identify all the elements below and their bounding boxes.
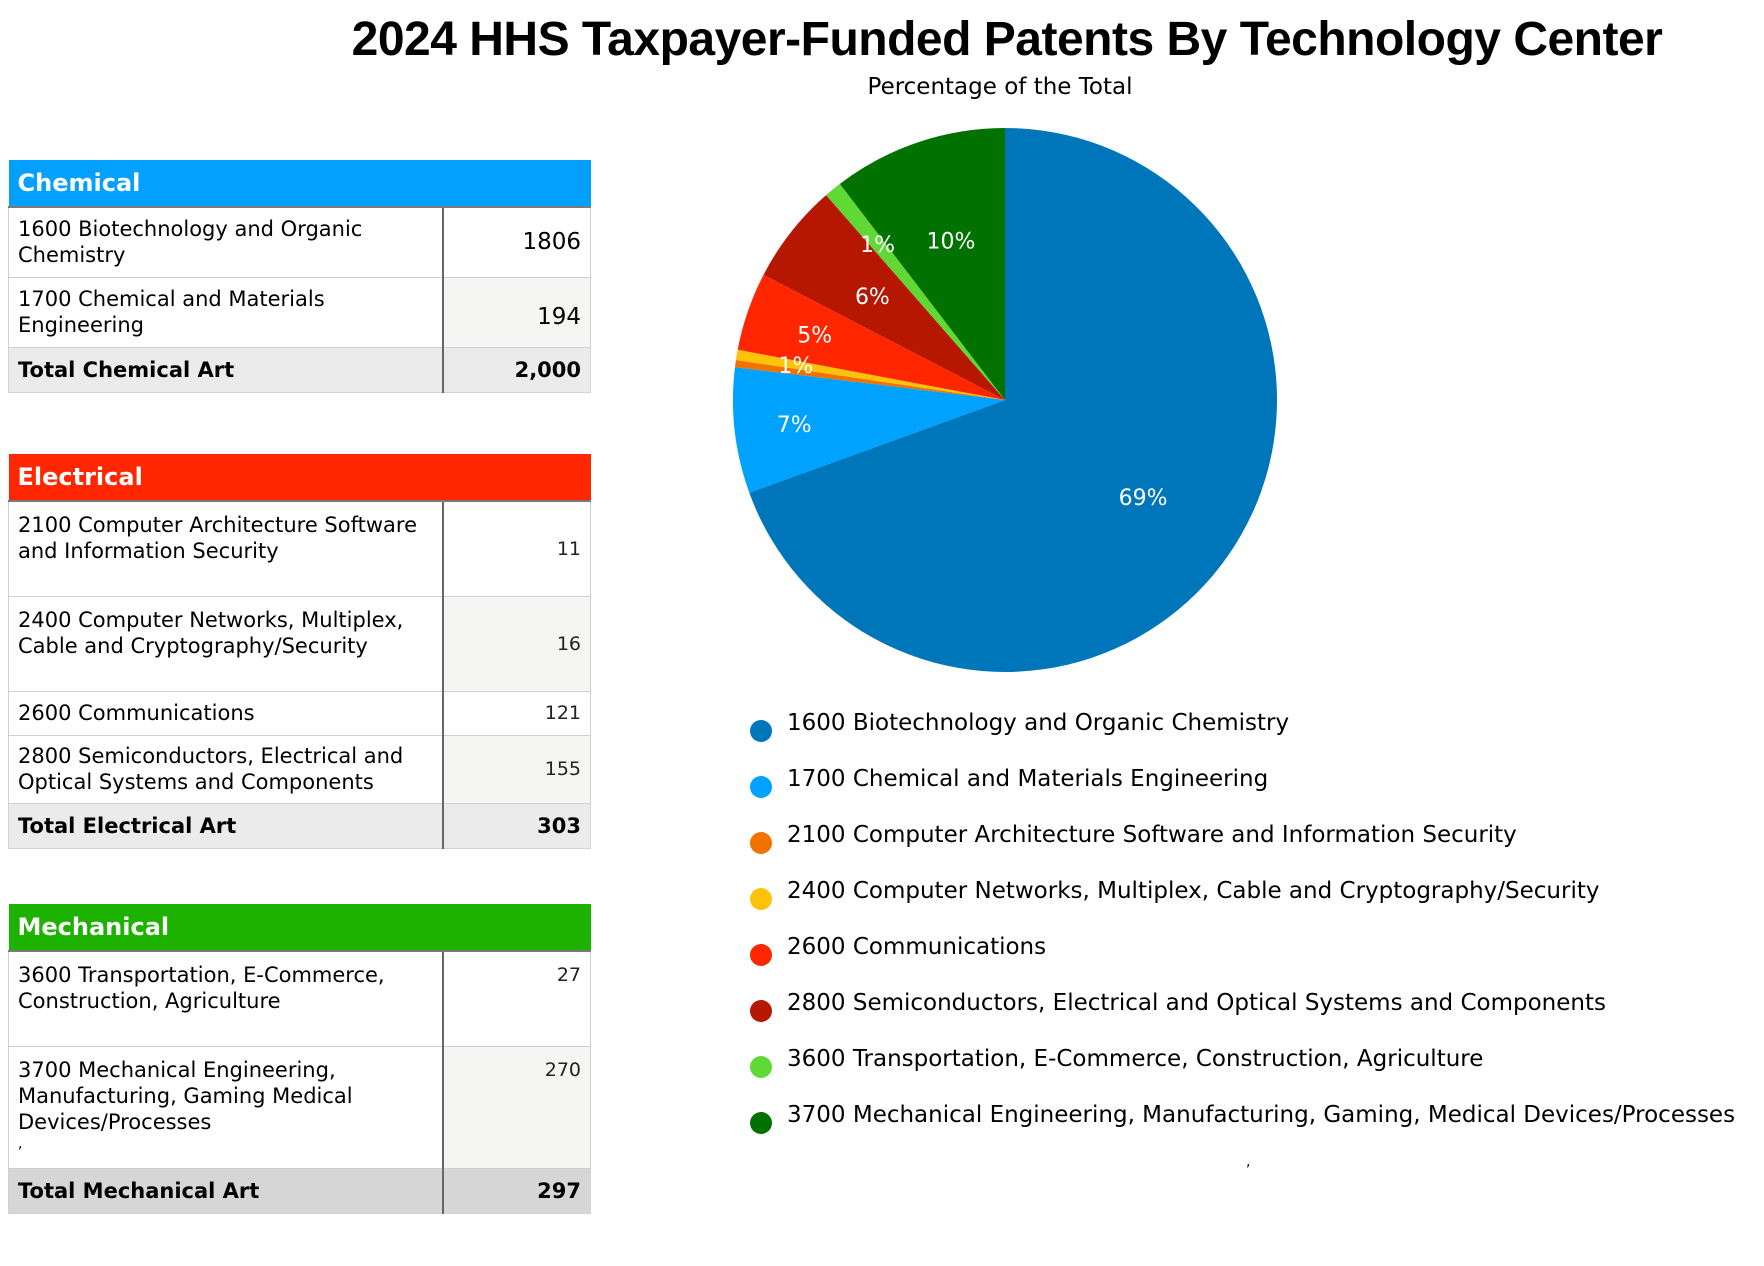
row-label: 3600 Transportation, E-Commerce, Constru…	[8, 950, 443, 1047]
legend-swatch	[750, 1112, 772, 1134]
legend-label: 3600 Transportation, E-Commerce, Constru…	[787, 1046, 1484, 1072]
mechanical-header: Mechanical	[8, 904, 591, 952]
pie-slice	[737, 274, 1005, 400]
total-row: Total Mechanical Art 297	[8, 1167, 592, 1214]
pie-slice	[839, 128, 1005, 400]
row-label: 3700 Mechanical Engineering, Manufacturi…	[8, 1045, 443, 1169]
pie-slice	[735, 349, 1005, 400]
chart-subtitle: Percentage of the Total	[867, 74, 1133, 100]
legend-swatch	[750, 1000, 772, 1022]
total-value: 297	[441, 1167, 592, 1214]
row-value: 11	[441, 500, 591, 597]
total-label: Total Mechanical Art	[8, 1167, 443, 1214]
row-value: 194	[441, 276, 592, 348]
pie-data-label: 5%	[797, 323, 832, 348]
total-row: Total Chemical Art 2,000	[8, 346, 592, 393]
pie-slice	[732, 367, 1005, 493]
pie-data-label: 7%	[777, 413, 812, 438]
row-note: ,	[18, 1135, 23, 1152]
table-row: 1600 Biotechnology and Organic Chemistry…	[8, 206, 592, 278]
row-label: 1700 Chemical and Materials Engineering	[8, 276, 443, 348]
row-value: 121	[441, 690, 591, 736]
total-value: 2,000	[441, 346, 592, 393]
row-value: 27	[441, 950, 592, 1047]
pie-slice	[734, 360, 1005, 400]
total-row: Total Electrical Art 303	[8, 802, 591, 849]
legend-swatch	[750, 888, 772, 910]
row-label: 1600 Biotechnology and Organic Chemistry	[8, 206, 443, 278]
row-value: 16	[441, 595, 591, 692]
page-title: 2024 HHS Taxpayer-Funded Patents By Tech…	[351, 13, 1663, 66]
table-row: 1700 Chemical and Materials Engineering …	[8, 276, 592, 348]
total-value: 303	[441, 802, 591, 849]
legend-label: 2800 Semiconductors, Electrical and Opti…	[787, 990, 1606, 1016]
row-label: 2100 Computer Architecture Software and …	[8, 500, 443, 597]
chemical-header: Chemical	[8, 160, 591, 208]
table-row: 2600 Communications 121	[8, 690, 591, 736]
legend-label: 3700 Mechanical Engineering, Manufacturi…	[787, 1102, 1736, 1128]
chemical-table: Chemical 1600 Biotechnology and Organic …	[8, 160, 592, 393]
mechanical-header-row: Mechanical	[8, 904, 591, 952]
legend-label: 1600 Biotechnology and Organic Chemistry	[787, 710, 1290, 736]
legend-swatch	[750, 1056, 772, 1078]
legend-swatch	[750, 832, 772, 854]
table-row: 2100 Computer Architecture Software and …	[8, 500, 591, 597]
row-label: 2400 Computer Networks, Multiplex, Cable…	[8, 595, 443, 692]
chemical-header-row: Chemical	[8, 160, 591, 208]
electrical-table: Electrical 2100 Computer Architecture So…	[8, 454, 591, 849]
table-row: 2400 Computer Networks, Multiplex, Cable…	[8, 595, 591, 692]
row-label: 2600 Communications	[8, 690, 443, 736]
row-value: 1806	[441, 206, 592, 278]
row-label: 2800 Semiconductors, Electrical and Opti…	[8, 734, 443, 804]
pie-chart: 69% 7% 1% 5% 6% 1% 10%	[732, 128, 1277, 672]
pie-slice	[763, 195, 1005, 400]
legend-label: 2600 Communications	[787, 934, 1047, 960]
pie-data-label: 1%	[778, 354, 813, 379]
legend-label: 2400 Computer Networks, Multiplex, Cable…	[787, 878, 1600, 904]
pie-data-label: 6%	[855, 285, 890, 310]
legend-swatch	[750, 776, 772, 798]
pie-slice	[749, 128, 1277, 672]
table-row: 3600 Transportation, E-Commerce, Constru…	[8, 950, 592, 1047]
pie-data-label: 69%	[1119, 486, 1168, 511]
legend-label: 2100 Computer Architecture Software and …	[787, 822, 1517, 848]
legend-note: ,	[1246, 1154, 1251, 1170]
table-row: 2800 Semiconductors, Electrical and Opti…	[8, 734, 591, 804]
pie-data-label: 1%	[860, 233, 895, 258]
row-label-text: 3700 Mechanical Engineering, Manufacturi…	[18, 1057, 353, 1134]
legend-label: 1700 Chemical and Materials Engineering	[787, 766, 1269, 792]
total-label: Total Chemical Art	[8, 346, 443, 393]
total-label: Total Electrical Art	[8, 802, 443, 849]
electrical-header: Electrical	[8, 454, 591, 502]
legend-swatch	[750, 720, 772, 742]
mechanical-table: Mechanical 3600 Transportation, E-Commer…	[8, 904, 592, 1214]
row-value: 155	[441, 734, 591, 804]
electrical-header-row: Electrical	[8, 454, 591, 502]
pie-slice	[826, 183, 1005, 400]
row-value: 270	[441, 1045, 592, 1169]
legend-swatch	[750, 944, 772, 966]
pie-data-label: 10%	[927, 229, 976, 254]
table-row: 3700 Mechanical Engineering, Manufacturi…	[8, 1045, 592, 1169]
